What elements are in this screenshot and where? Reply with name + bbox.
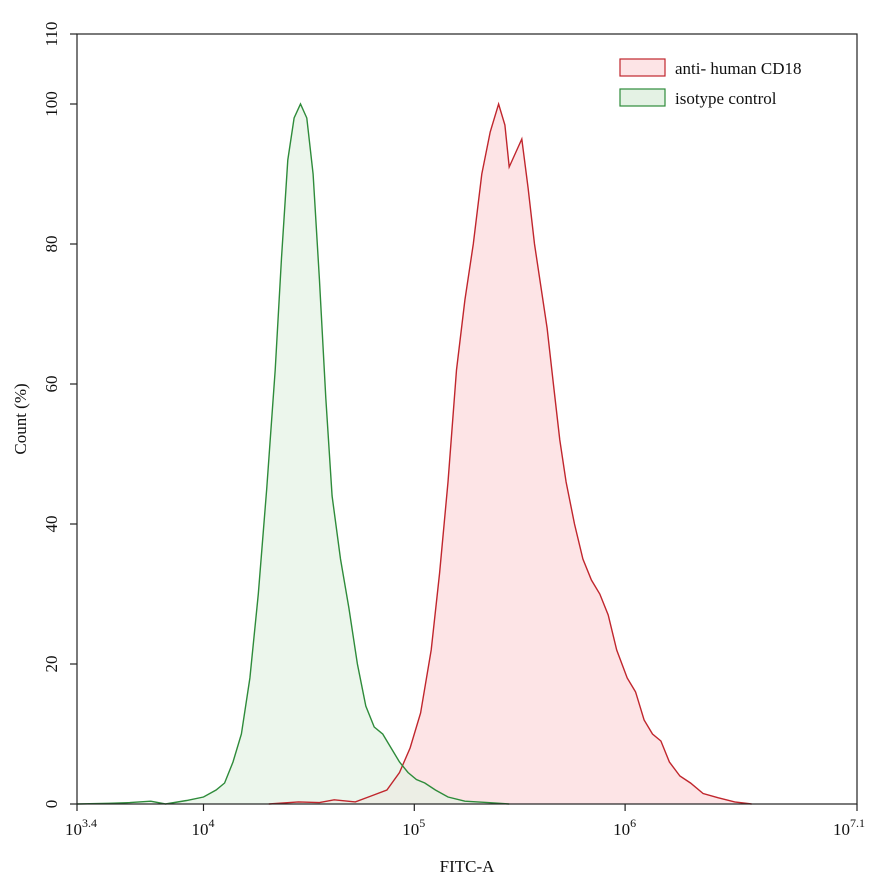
x-tick-label: 103.4 <box>65 816 97 839</box>
y-tick-label: 100 <box>42 91 61 117</box>
x-tick-label: 106 <box>613 816 636 839</box>
legend: anti- human CD18 isotype control <box>619 58 802 108</box>
plot-frame <box>76 33 858 805</box>
y-tick-label: 80 <box>42 236 61 253</box>
legend-swatch-isotype <box>619 88 666 107</box>
series-line-1 <box>76 102 510 805</box>
series-area-0 <box>268 104 752 804</box>
y-tick-label: 20 <box>42 656 61 673</box>
legend-swatch-cd18 <box>619 58 666 77</box>
x-axis-title: FITC-A <box>440 857 496 876</box>
x-tick-label: 104 <box>191 816 214 839</box>
y-axis-title: Count (%) <box>11 383 30 454</box>
x-tick-label: 105 <box>402 816 425 839</box>
y-tick-label: 110 <box>42 22 61 47</box>
x-axis: 103.4 104 105 106 107.1 <box>65 804 865 839</box>
legend-label-isotype: isotype control <box>675 89 777 108</box>
y-axis: 0 20 40 60 80 100 110 <box>42 22 77 809</box>
x-tick-label: 107.1 <box>833 816 865 839</box>
y-tick-label: 40 <box>42 516 61 533</box>
y-tick-label: 60 <box>42 376 61 393</box>
series-line-0 <box>268 101 752 805</box>
series-area-1 <box>77 104 510 804</box>
legend-label-cd18: anti- human CD18 <box>675 59 802 78</box>
series-layer <box>76 101 752 805</box>
y-tick-label: 0 <box>42 800 61 809</box>
